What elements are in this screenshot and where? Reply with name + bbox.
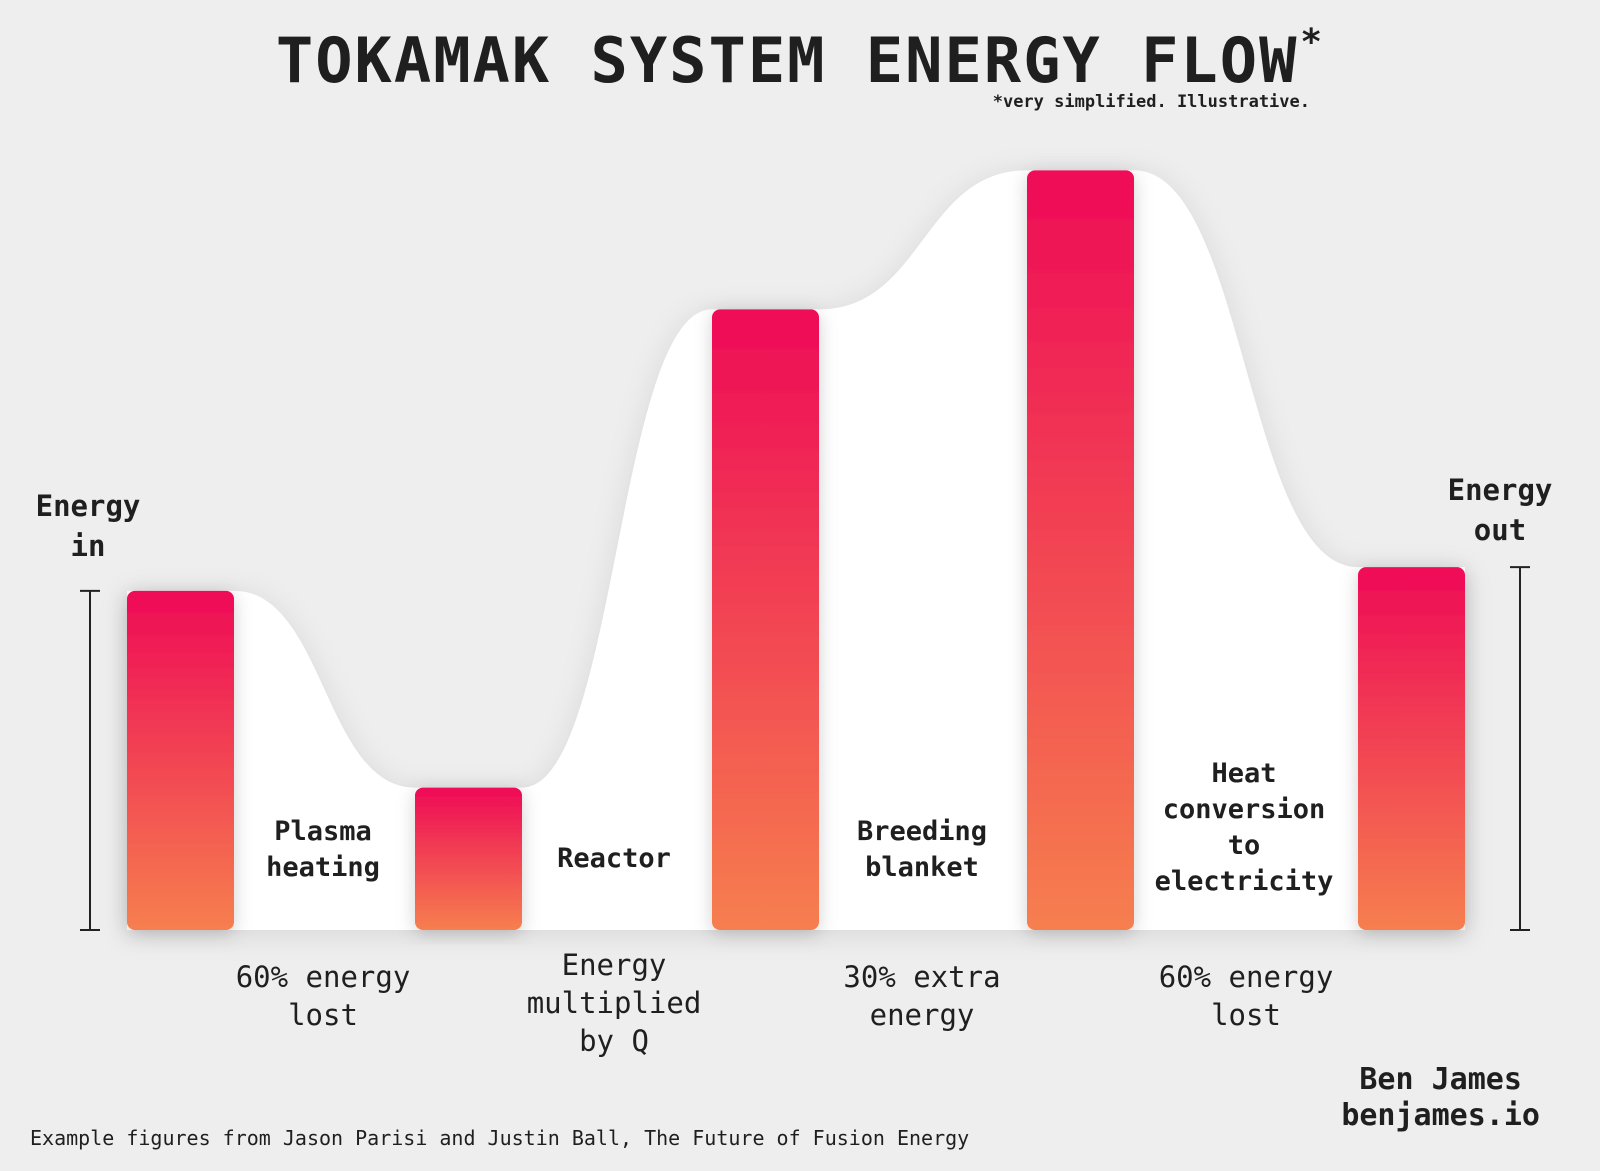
chart-subtitle: *very simplified. Illustrative. xyxy=(992,92,1310,112)
bar-4 xyxy=(1027,170,1134,930)
stage-note-plasma-heating: 60% energy lost xyxy=(235,960,411,1032)
author-name: Ben James xyxy=(1359,1062,1522,1097)
bar-1 xyxy=(127,590,234,930)
author-site: benjames.io xyxy=(1341,1098,1540,1133)
stage-label-plasma-heating: Plasma heating xyxy=(266,816,380,883)
title-asterisk: * xyxy=(1300,22,1325,63)
stage-label-heat-conversion: Heat conversion to electricity xyxy=(1154,758,1334,897)
author-credit: Ben James benjames.io xyxy=(1341,1062,1540,1134)
bar-2 xyxy=(415,787,522,930)
stage-note-breeding-blanket: 30% extra energy xyxy=(843,960,1001,1032)
bar-3 xyxy=(712,309,819,930)
energy-in-label: Energy in xyxy=(35,489,141,563)
source-footnote: Example figures from Jason Parisi and Ju… xyxy=(30,1126,970,1150)
stage-note-heat-conversion: 60% energy lost xyxy=(1158,960,1334,1032)
stage-note-reactor: Energy multiplied by Q xyxy=(526,948,702,1058)
bar-5 xyxy=(1358,567,1465,930)
chart-title: TOKAMAK SYSTEM ENERGY FLOW* xyxy=(275,22,1325,97)
energy-out-bracket xyxy=(1510,566,1530,931)
stage-label-reactor: Reactor xyxy=(557,843,671,874)
energy-out-label: Energy out xyxy=(1447,473,1553,547)
stage-label-breeding-blanket: Breeding blanket xyxy=(856,816,988,883)
energy-in-bracket xyxy=(80,589,100,931)
